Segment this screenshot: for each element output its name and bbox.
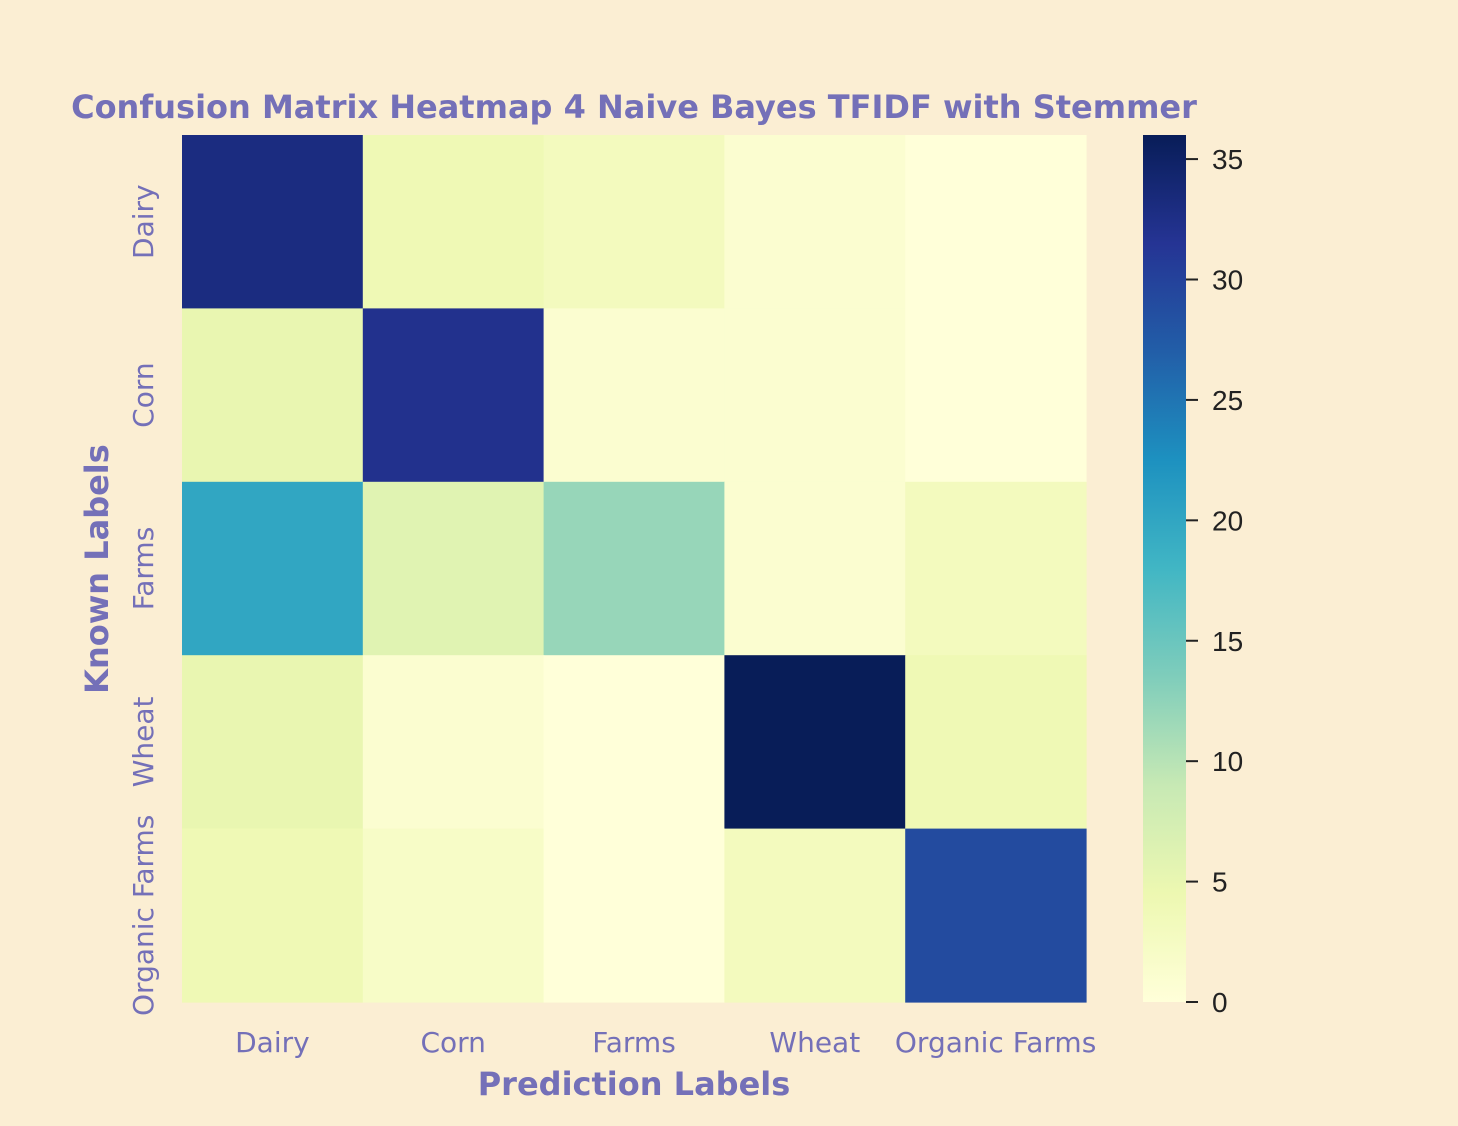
heatmap-cell (724, 481, 906, 656)
x-tick-label: Wheat (769, 1026, 860, 1059)
heatmap-cell (724, 308, 906, 483)
heatmap-cell (905, 655, 1087, 830)
colorbar (1143, 135, 1186, 1002)
heatmap-cell (182, 828, 364, 1003)
y-tick-label: Wheat (127, 696, 160, 787)
colorbar-ticks: 0 5 10 15 20 25 30 35 (1186, 144, 1243, 1018)
y-tick-labels: Dairy Corn Farms Wheat Organic Farms (127, 184, 160, 1016)
heatmap-cell (182, 481, 364, 656)
y-axis-label: Known Labels (78, 444, 116, 694)
colorbar-tick-label: 0 (1212, 987, 1228, 1018)
heatmap-cell (543, 481, 725, 656)
colorbar-tick-label: 25 (1212, 385, 1243, 416)
colorbar-tick-label: 35 (1212, 144, 1243, 175)
heatmap-cell (362, 481, 545, 656)
colorbar-tick-label: 5 (1212, 867, 1228, 898)
heatmap-cell (362, 135, 545, 309)
heatmap-cell (724, 135, 906, 309)
x-axis-label: Prediction Labels (478, 1065, 791, 1103)
heatmap-cell (905, 308, 1087, 483)
heatmap-cell (905, 481, 1087, 656)
colorbar-tick-label: 30 (1212, 265, 1243, 296)
y-tick-label: Farms (127, 527, 160, 611)
heatmap-cell (362, 308, 545, 483)
heatmap-cell (182, 308, 364, 483)
y-tick-label: Corn (127, 362, 160, 427)
colorbar-tick-label: 10 (1212, 746, 1243, 777)
heatmap-cell (362, 655, 545, 830)
heatmap-cell (182, 135, 364, 309)
x-tick-label: Farms (592, 1026, 676, 1059)
heatmap-cell (543, 308, 725, 483)
heatmap-cell (905, 828, 1087, 1003)
heatmap-cell (182, 655, 364, 830)
colorbar-tick-label: 20 (1212, 505, 1243, 536)
y-tick-label: Dairy (127, 184, 160, 259)
colorbar-tick-label: 15 (1212, 626, 1243, 657)
heatmap-cell (543, 135, 725, 309)
x-tick-label: Corn (420, 1026, 485, 1059)
heatmap-cell (362, 828, 545, 1003)
heatmap-cell (905, 135, 1087, 309)
x-tick-labels: Dairy Corn Farms Wheat Organic Farms (235, 1026, 1096, 1059)
heatmap-cell (724, 828, 906, 1003)
x-tick-label: Organic Farms (895, 1026, 1096, 1059)
x-tick-label: Dairy (235, 1026, 310, 1059)
y-tick-label: Organic Farms (127, 815, 160, 1016)
chart-title: Confusion Matrix Heatmap 4 Naive Bayes T… (71, 88, 1197, 126)
heatmap-cell (724, 655, 906, 830)
heatmap-cells (182, 135, 1087, 1003)
heatmap-cell (543, 828, 725, 1003)
heatmap-cell (543, 655, 725, 830)
